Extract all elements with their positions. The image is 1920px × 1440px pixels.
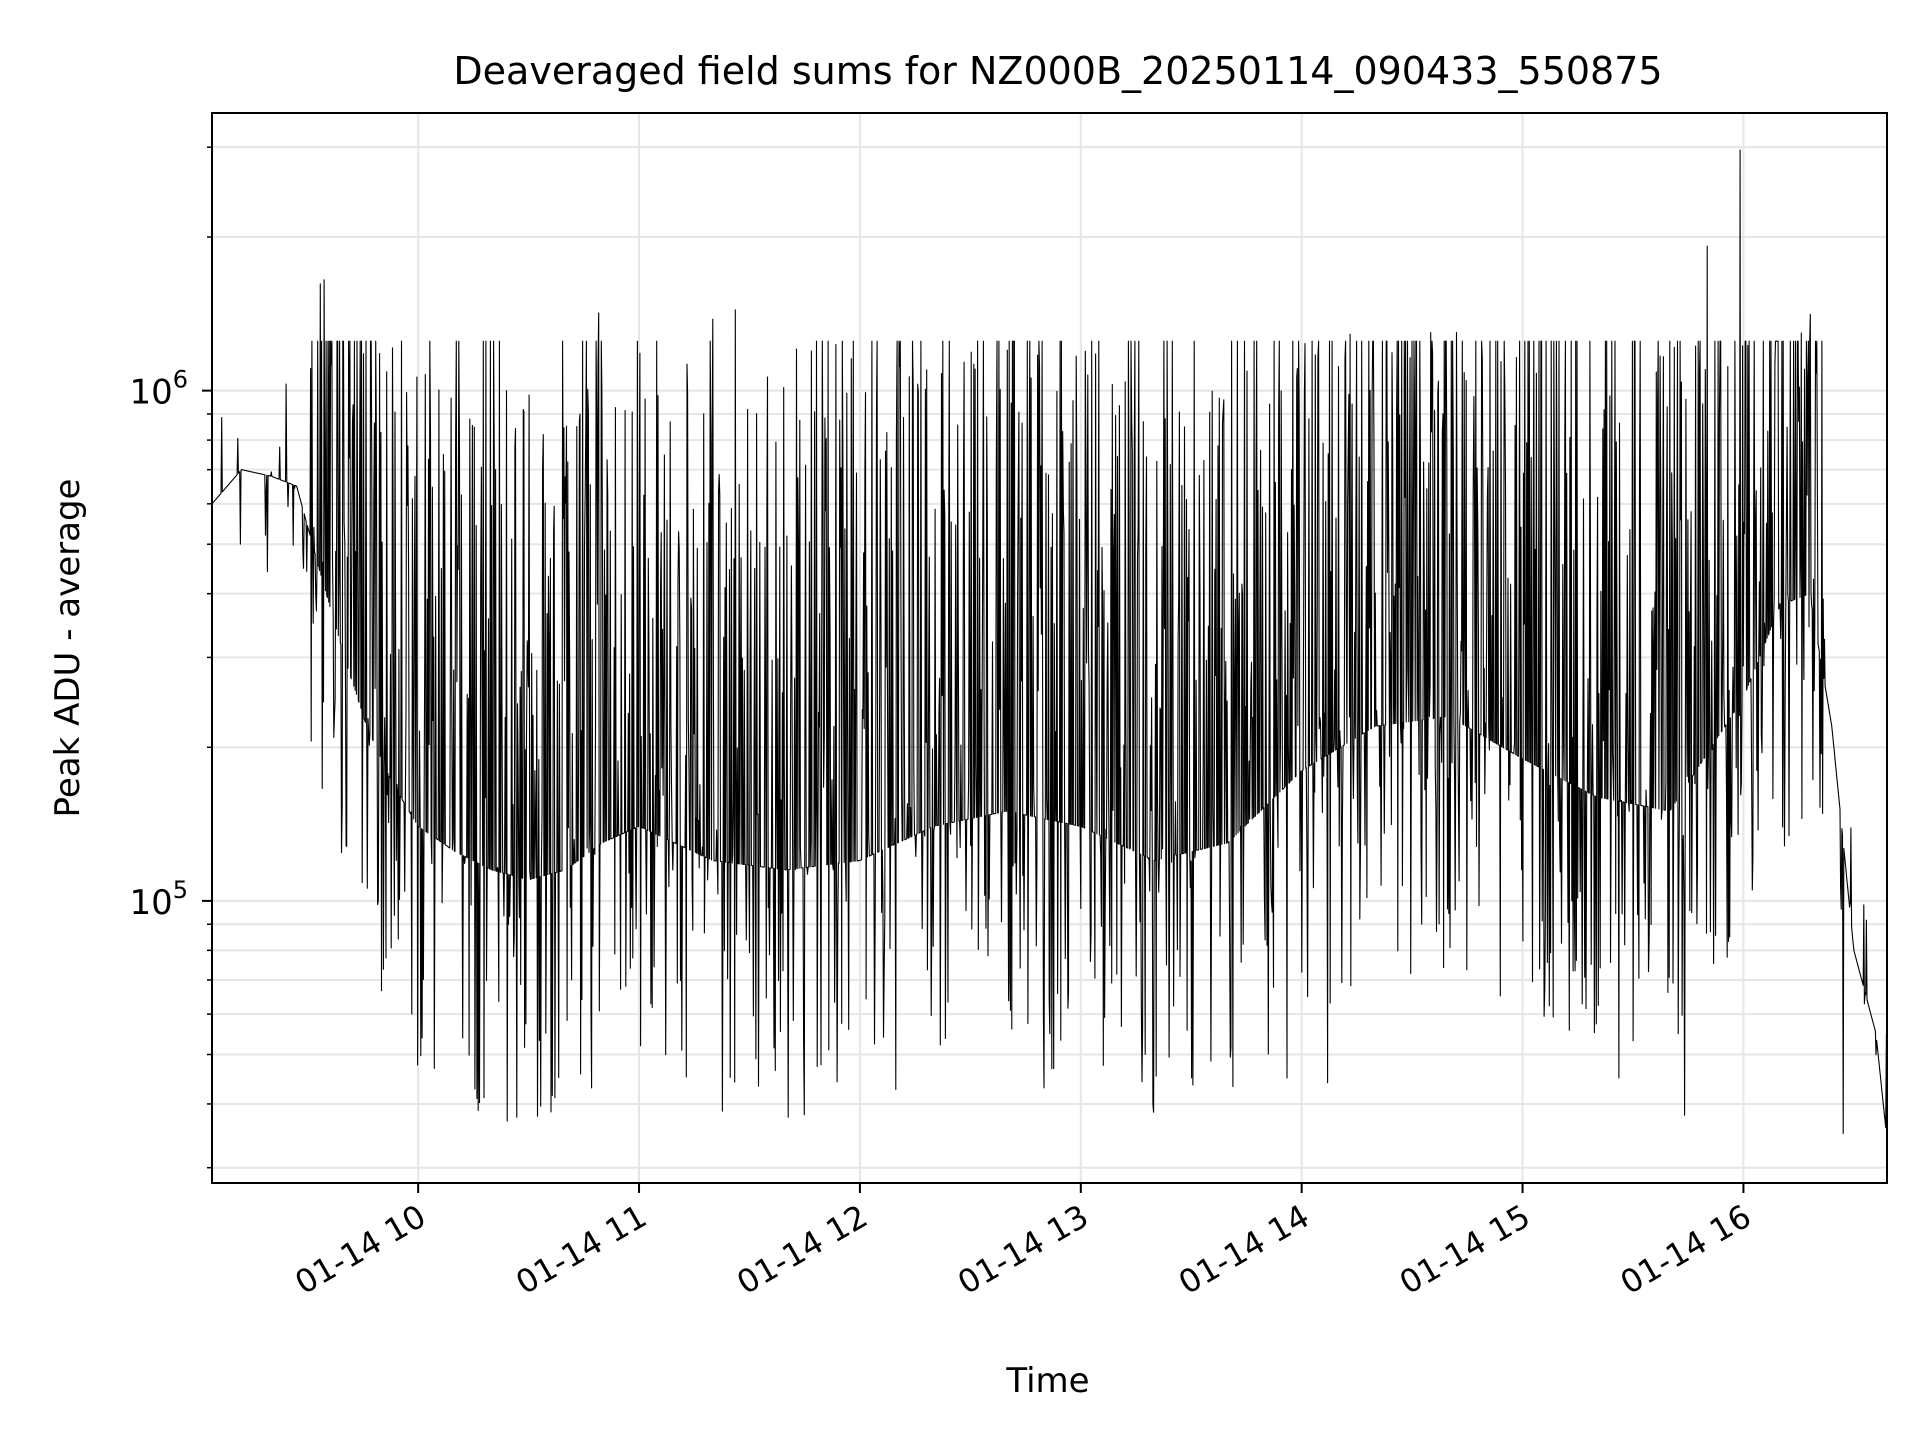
- data-series: [211, 149, 1888, 1141]
- plot-area-frame: [211, 112, 1888, 1184]
- series-line: [211, 149, 1888, 1141]
- y-axis-ticks: 105 106: [129, 146, 212, 1169]
- x-axis-label: Time: [1005, 1361, 1089, 1401]
- chart-title: Deaveraged field sums for NZ000B_2025011…: [453, 49, 1662, 93]
- y-tick-label: 105: [129, 876, 188, 923]
- y-tick-label: 106: [129, 366, 188, 413]
- y-axis-label: Peak ADU - average: [48, 479, 88, 818]
